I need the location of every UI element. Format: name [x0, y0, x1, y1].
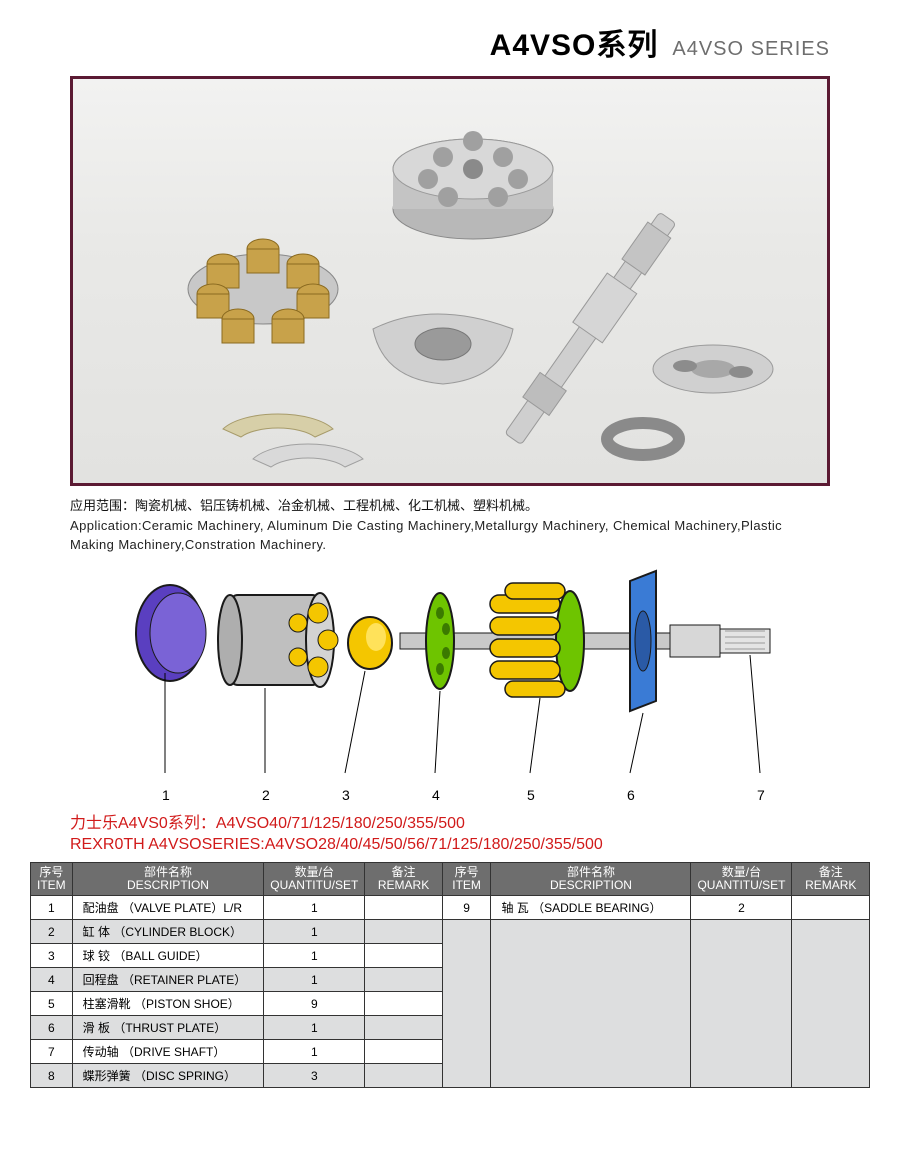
series-en: REXR0TH A4VSOSERIES:A4VSO28/40/45/50/56/…: [70, 834, 830, 856]
series-labels: 力士乐A4VS0系列：A4VSO40/71/125/180/250/355/50…: [70, 813, 830, 856]
callout-3: 3: [342, 787, 350, 803]
th-qty-r: 数量/台QUANTITU/SET: [691, 862, 792, 895]
th-rem-r: 备注REMARK: [792, 862, 870, 895]
title-main: A4VSO系列: [490, 20, 659, 64]
th-qty-l: 数量/台QUANTITU/SET: [264, 862, 365, 895]
th-rem-l: 备注REMARK: [365, 862, 442, 895]
part-thrust-plate: [630, 571, 656, 711]
callout-4: 4: [432, 787, 440, 803]
th-desc-l: 部件名称DESCRIPTION: [72, 862, 264, 895]
callout-1: 1: [162, 787, 170, 803]
th-desc-r: 部件名称DESCRIPTION: [491, 862, 691, 895]
part-cylinder-block: [218, 593, 338, 687]
exploded-diagram: 1 2 3 4 5 6 7: [70, 563, 830, 803]
callout-7: 7: [757, 787, 765, 803]
part-pistons: [490, 583, 584, 697]
parts-tbody: 1 配油盘 （VALVE PLATE）L/R 1 9 轴 瓦 （SADDLE B…: [31, 896, 870, 1088]
table-row: 2 缸 体 （CYLINDER BLOCK） 1: [31, 920, 870, 944]
part-retainer-plate: [426, 593, 454, 689]
series-cn: 力士乐A4VS0系列：A4VSO40/71/125/180/250/355/50…: [70, 813, 830, 835]
part-valve-plate: [136, 585, 206, 681]
exploded-svg: [70, 563, 830, 803]
product-photo-illustration: [73, 79, 830, 486]
table-header-row: 序号ITEM 部件名称DESCRIPTION 数量/台QUANTITU/SET …: [31, 862, 870, 895]
th-item-l: 序号ITEM: [31, 862, 73, 895]
callout-2: 2: [262, 787, 270, 803]
title-sub: A4VSO SERIES: [672, 38, 830, 61]
callout-5: 5: [527, 787, 535, 803]
table-row: 1 配油盘 （VALVE PLATE）L/R 1 9 轴 瓦 （SADDLE B…: [31, 896, 870, 920]
caption-cn: 应用范围：陶瓷机械、铝压铸机械、冶金机械、工程机械、化工机械、塑料机械。: [70, 496, 830, 516]
part-ball-guide: [348, 617, 392, 669]
parts-table: 序号ITEM 部件名称DESCRIPTION 数量/台QUANTITU/SET …: [30, 862, 870, 1088]
callout-6: 6: [627, 787, 635, 803]
product-photo-frame: [70, 76, 830, 486]
th-item-r: 序号ITEM: [442, 862, 491, 895]
page-title-row: A4VSO系列 A4VSO SERIES: [30, 20, 870, 64]
part-drive-shaft: [670, 625, 770, 657]
caption-en: Application:Ceramic Machinery, Aluminum …: [70, 516, 830, 555]
application-caption: 应用范围：陶瓷机械、铝压铸机械、冶金机械、工程机械、化工机械、塑料机械。 App…: [70, 496, 830, 555]
